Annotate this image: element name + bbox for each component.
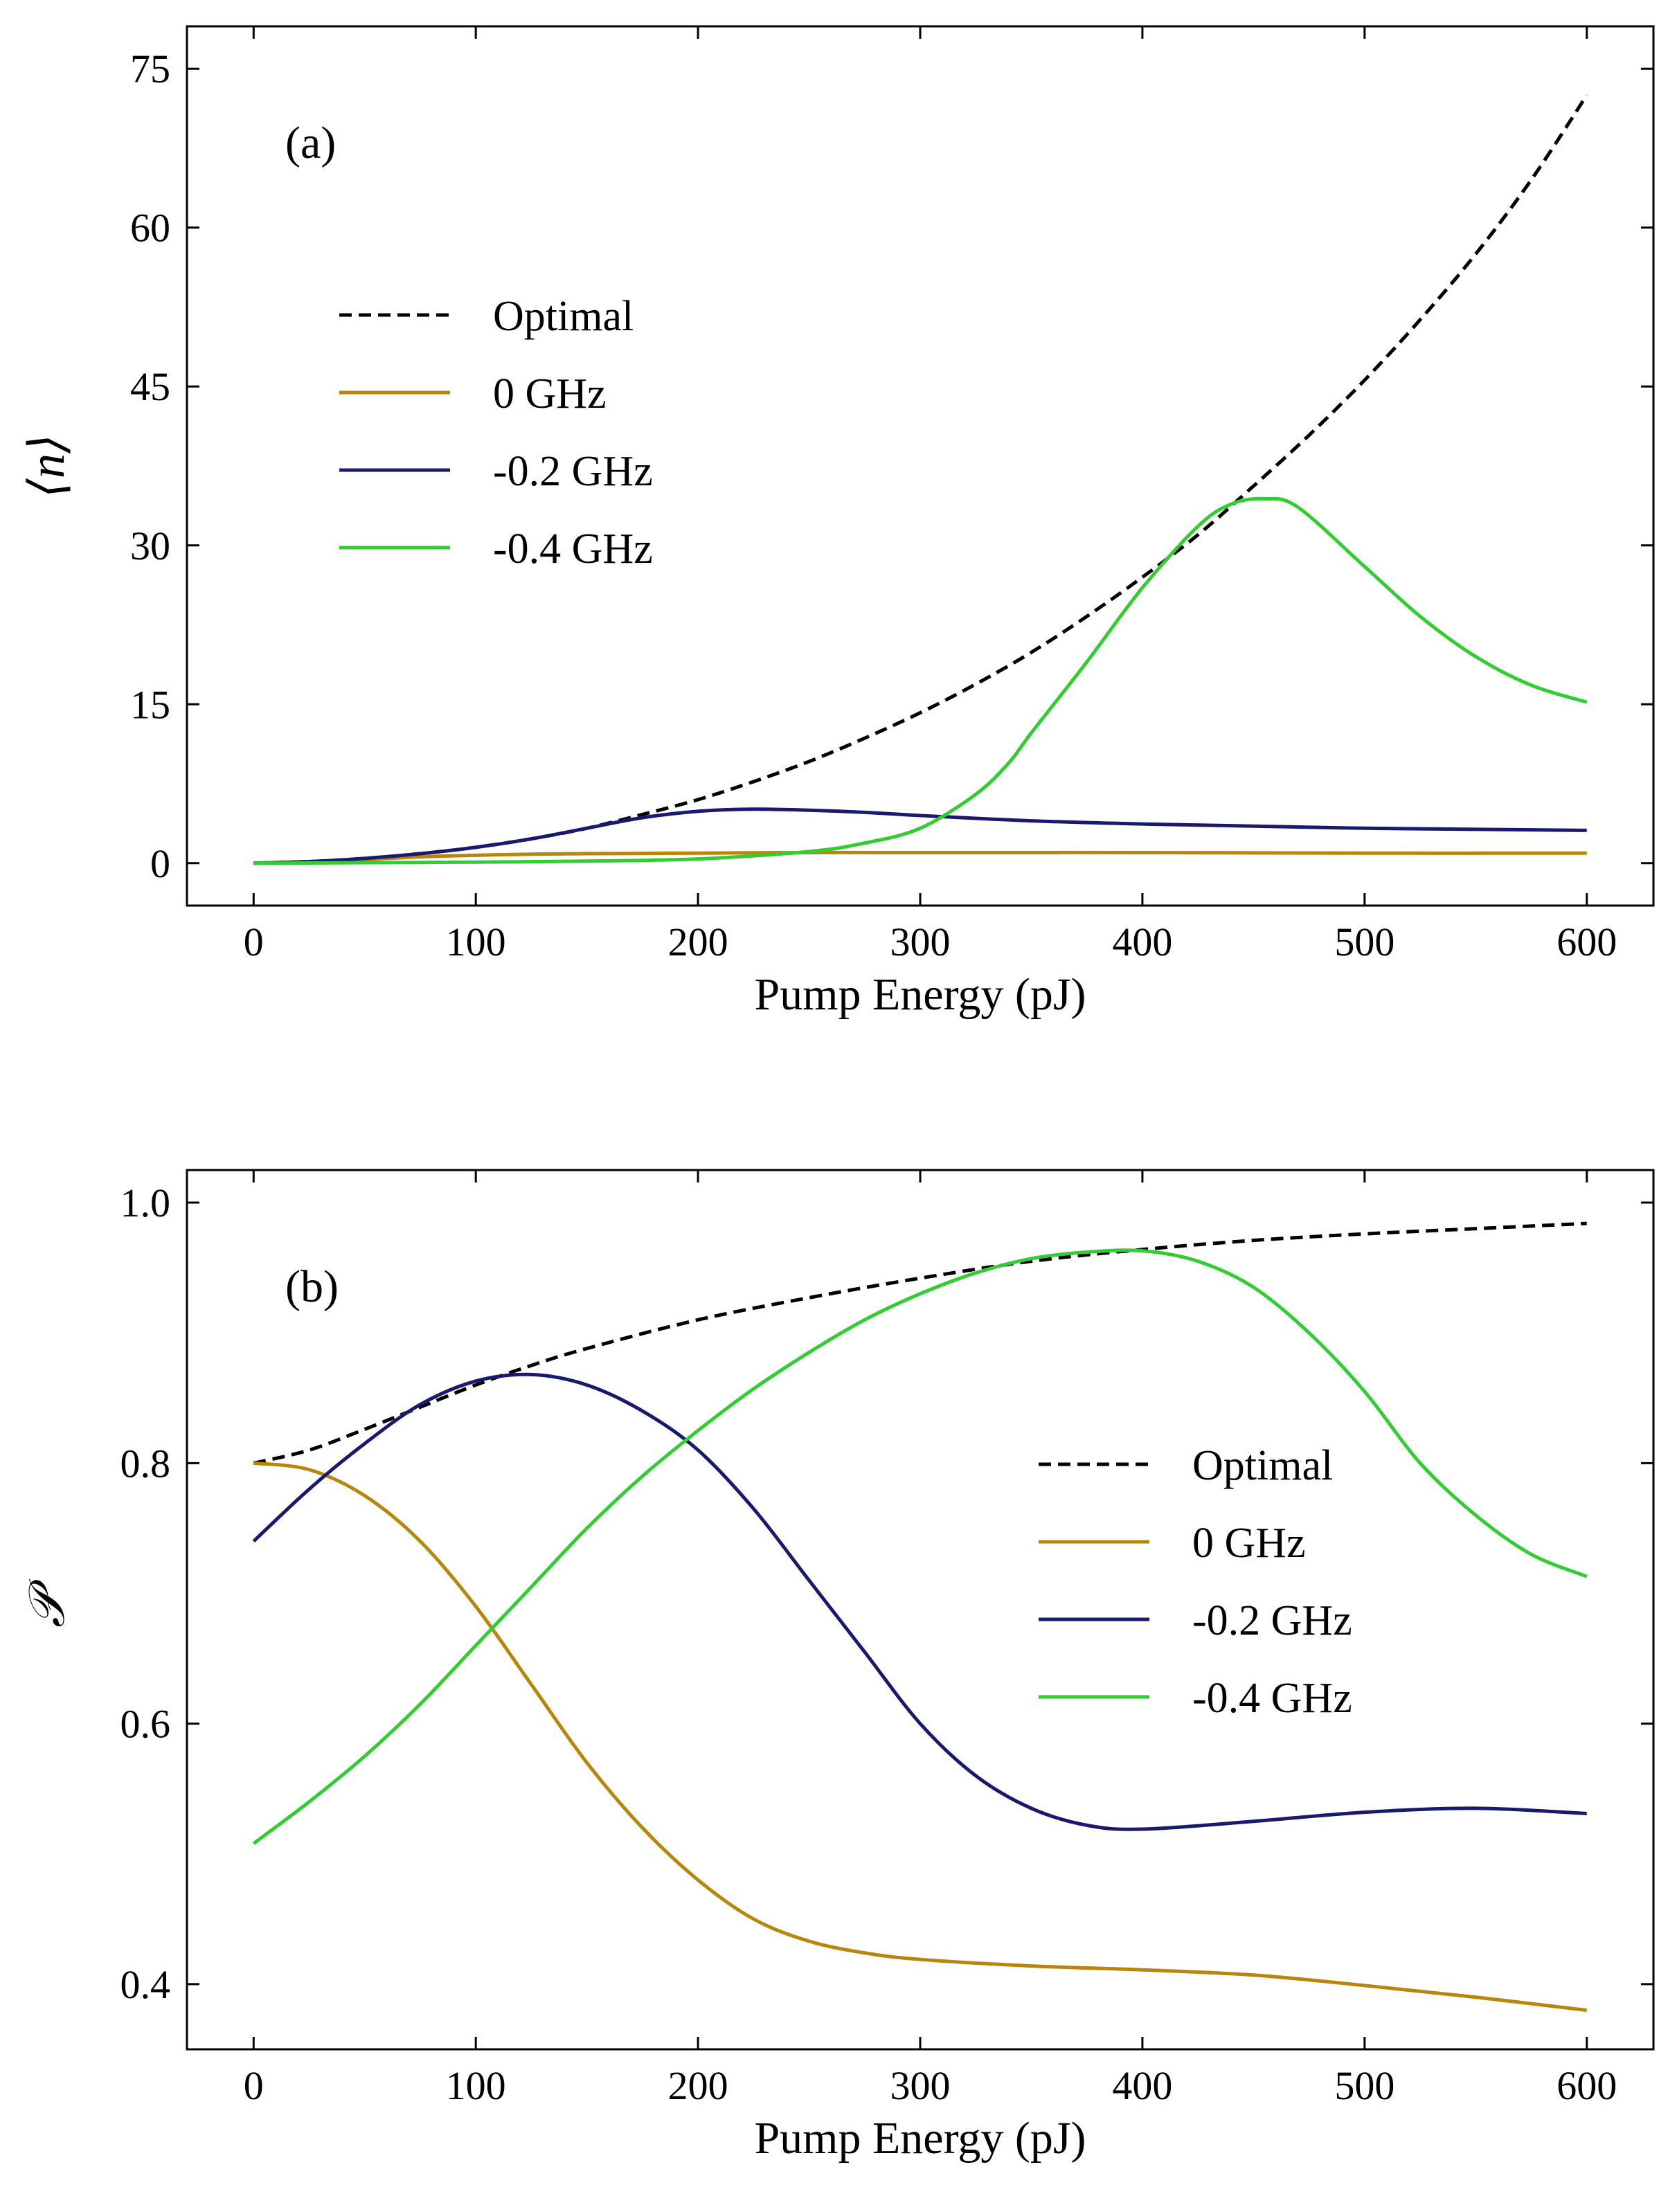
chart-0-y-tick-label: 0 [150, 841, 170, 886]
chart-0-x-tick-label: 200 [668, 919, 728, 964]
chart-1-x-tick-label: 300 [890, 2063, 951, 2108]
chart-1-legend-label-0-4-ghz: -0.4 GHz [1192, 1675, 1352, 1722]
chart-0-legend-label-optimal: Optimal [493, 293, 634, 340]
chart-0-series-optimal [253, 94, 1588, 865]
chart-0-y-tick-label: 75 [130, 46, 170, 91]
chart-0-legend-label-0-ghz: 0 GHz [493, 370, 607, 417]
chart-0-x-tick-label: 300 [890, 919, 951, 964]
chart-0-y-axis-label: ⟨n⟩ [19, 434, 75, 498]
chart-0-legend-label-0-2-ghz: -0.2 GHz [493, 448, 653, 495]
chart-1-series-0-ghz [253, 1461, 1588, 2013]
chart-0-series-0-2-ghz [253, 807, 1587, 865]
chart-0-legend: Optimal 0 GHz -0.2 GHz -0.4 GHz [339, 293, 653, 573]
chart-0-series-0-ghz [253, 850, 1587, 865]
chart-0-y-tick-label: 30 [130, 523, 170, 568]
chart-0-x-tick-label: 100 [446, 919, 506, 964]
chart-1-y-tick-label: 0.8 [120, 1441, 171, 1486]
chart-1-series-0-2-ghz [252, 1372, 1587, 1831]
chart-1-panel-label: (b) [285, 1261, 339, 1312]
chart-0-legend-label-0-4-ghz: -0.4 GHz [493, 525, 653, 573]
chart-1-legend-label-0-ghz: 0 GHz [1192, 1520, 1306, 1567]
chart-0-x-tick-label: 0 [244, 919, 264, 964]
chart-1-x-tick-label: 100 [446, 2063, 506, 2108]
chart-1-y-tick-label: 0.6 [120, 1702, 171, 1747]
chart-1-legend-label-optimal: Optimal [1192, 1442, 1333, 1489]
chart-0-series-0-4-ghz [253, 496, 1588, 865]
chart-0-y-tick-label: 45 [130, 364, 170, 409]
chart-0-x-axis-label: Pump Energy (pJ) [754, 969, 1086, 1020]
chart-1-legend-label-0-2-ghz: -0.2 GHz [1192, 1597, 1352, 1644]
chart-1-x-tick-label: 200 [668, 2063, 728, 2108]
chart-0-panel-label: (a) [285, 118, 336, 168]
chart-0-y-tick-label: 60 [130, 206, 170, 251]
panel-a: 0 100 200 300 400 500 600 0 15 30 45 60 75 Pump Energ… [19, 25, 1655, 1020]
chart-1-x-axis-label: Pump Energy (pJ) [754, 2113, 1086, 2164]
chart-0-x-tick-label: 500 [1334, 919, 1394, 964]
panel-b: 0 100 200 300 400 500 600 0.4 0.6 0.8 1.0 Pump Ener… [19, 1169, 1655, 2164]
chart-1-x-tick-label: 400 [1112, 2063, 1172, 2108]
chart-1-series-optimal [253, 1221, 1587, 1465]
chart-0-y-tick-label: 15 [130, 682, 170, 727]
chart-1-series-0-4-ghz [252, 1248, 1588, 1845]
chart-1-y-tick-label: 0.4 [120, 1962, 171, 2007]
chart-1-legend: Optimal 0 GHz -0.2 GHz -0.4 GHz [1039, 1442, 1352, 1722]
chart-1-y-tick-label: 1.0 [120, 1180, 171, 1225]
chart-1-x-tick-label: 600 [1557, 2063, 1617, 2108]
chart-1-x-tick-label: 500 [1334, 2063, 1394, 2108]
chart-1-x-tick-label: 0 [244, 2063, 264, 2108]
chart-0-x-tick-label: 600 [1557, 919, 1617, 964]
chart-0-x-tick-label: 400 [1112, 919, 1172, 964]
